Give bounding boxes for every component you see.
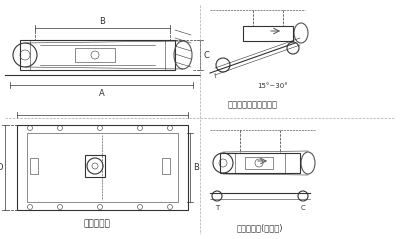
Bar bbox=[30, 158, 38, 174]
Text: 安装示意图(水平式): 安装示意图(水平式) bbox=[237, 223, 283, 232]
Bar bbox=[220, 153, 300, 173]
Text: B: B bbox=[193, 163, 199, 172]
Text: T: T bbox=[215, 205, 219, 211]
Bar bbox=[245, 157, 273, 169]
Text: C: C bbox=[203, 50, 209, 60]
Text: 外形尺寸图: 外形尺寸图 bbox=[84, 219, 110, 228]
Text: B: B bbox=[100, 17, 106, 26]
Bar bbox=[27, 133, 178, 202]
Text: 15°~30°: 15°~30° bbox=[258, 83, 288, 89]
Bar bbox=[162, 158, 170, 174]
Bar bbox=[75, 48, 115, 62]
Bar bbox=[243, 26, 293, 41]
Text: D: D bbox=[0, 163, 3, 172]
Text: 安装示意图（傅斜式）: 安装示意图（傅斜式） bbox=[228, 100, 278, 109]
Bar bbox=[17, 125, 188, 210]
Text: C: C bbox=[301, 205, 305, 211]
Bar bbox=[20, 40, 175, 70]
Text: A: A bbox=[99, 89, 104, 98]
Bar bbox=[85, 155, 105, 177]
